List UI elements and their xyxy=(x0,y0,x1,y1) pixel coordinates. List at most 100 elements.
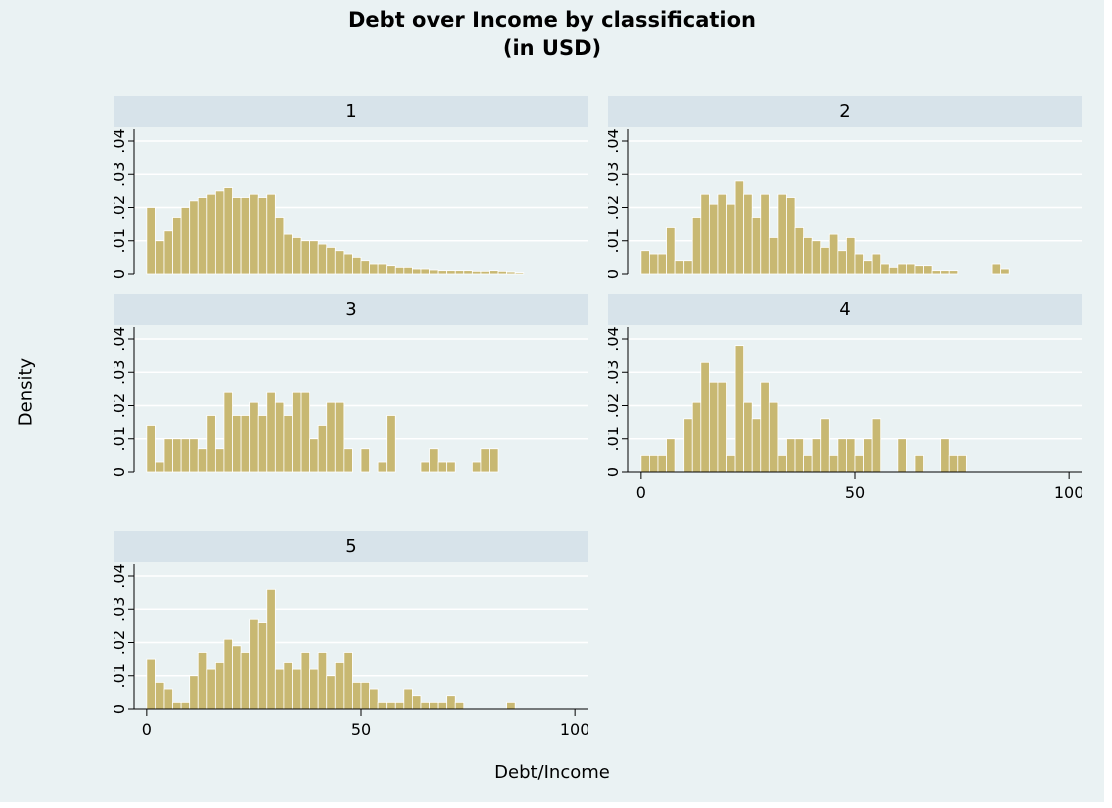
panel-5-bar-42 xyxy=(506,701,516,710)
panel-4-bar-17 xyxy=(786,438,796,473)
panel-5-bar-6 xyxy=(197,652,208,710)
panel-1-bar-9 xyxy=(223,187,233,275)
panel-3-bar-10 xyxy=(232,415,242,473)
panel-2-bar-21 xyxy=(820,247,830,275)
panel-2-bar-12 xyxy=(743,193,753,275)
panel-2-bar-23 xyxy=(837,250,847,275)
panel-4-layer: 0 .01 .02 .03 .04 0 50 100 xyxy=(608,326,1082,502)
panel-3-bar-5 xyxy=(189,438,199,473)
panel-3-bar-8 xyxy=(214,448,225,473)
panel-5-bar-25 xyxy=(360,682,370,710)
panel-1-layer: 0 .01 .02 .03 .04 xyxy=(114,128,588,279)
panel-4-bar-23 xyxy=(837,438,847,473)
panel-5-bar-34 xyxy=(437,701,448,710)
panel-1-bar-17 xyxy=(292,237,302,275)
panel-4-bar-18 xyxy=(794,438,805,473)
panel-3-y-tick-label-2: .02 xyxy=(114,393,128,418)
panel-5-bar-15 xyxy=(274,668,285,710)
panel-5-bar-14 xyxy=(266,588,276,710)
panel-4-bar-16 xyxy=(777,454,787,473)
panel-2-bar-14 xyxy=(760,193,770,275)
panel-4-strip: 4 xyxy=(608,294,1082,325)
panel-3-bar-1 xyxy=(155,461,165,473)
panel-1-plot: 0 .01 .02 .03 .04 xyxy=(114,128,588,279)
panel-1-bar-2 xyxy=(163,230,173,275)
panel-4-x-tick-label-0: 0 xyxy=(636,483,646,502)
panel-2-y-tick-label-1: .01 xyxy=(608,228,622,253)
panel-1-bar-26 xyxy=(369,263,379,275)
panel-2-strip: 2 xyxy=(608,96,1082,127)
panel-1-bar-33 xyxy=(429,269,439,275)
panel-4-bar-21 xyxy=(820,418,830,473)
panel-2-bar-36 xyxy=(948,270,959,275)
panel-5-bar-12 xyxy=(249,618,259,710)
panel-2-bar-30 xyxy=(897,263,907,275)
panel-3-bar-12 xyxy=(249,401,259,473)
panel-2-bar-13 xyxy=(751,217,762,275)
panel-1-y-tick-label-4: .04 xyxy=(114,128,128,153)
panel-4-bar-5 xyxy=(683,418,693,473)
panel-5-strip: 5 xyxy=(114,531,588,562)
panel-5-bar-19 xyxy=(309,668,319,710)
panel-4-bar-19 xyxy=(803,454,813,473)
panel-4: 4 0 .01 .02 .03 .04 0 50 100 xyxy=(608,294,1082,517)
panel-2-bar-25 xyxy=(854,253,864,275)
panel-1-bar-4 xyxy=(180,207,191,275)
panel-4-bar-13 xyxy=(751,418,762,473)
panel-4-plot: 0 .01 .02 .03 .04 0 50 100 xyxy=(608,326,1082,502)
panel-3-bar-9 xyxy=(223,391,233,473)
panel-4-bar-22 xyxy=(828,454,839,473)
panel-4-bar-8 xyxy=(708,381,719,473)
panel-3-bar-6 xyxy=(197,448,208,473)
panel-3-bar-7 xyxy=(206,415,216,473)
panel-1-bar-28 xyxy=(386,265,396,275)
panel-5-bar-33 xyxy=(429,701,439,710)
panel-4-bar-30 xyxy=(897,438,907,473)
panel-5-bar-2 xyxy=(163,688,173,710)
panel-3-bar-23 xyxy=(343,448,353,473)
panel-2-bar-19 xyxy=(803,237,813,275)
panel-2-plot: 0 .01 .02 .03 .04 xyxy=(608,128,1082,279)
panel-5-bar-32 xyxy=(420,701,430,710)
panel-3-bar-27 xyxy=(377,461,388,473)
panel-3-bar-25 xyxy=(360,448,370,473)
panel-1-bar-30 xyxy=(403,266,413,275)
panel-2-bar-7 xyxy=(700,193,710,275)
panel-3-bar-2 xyxy=(163,438,173,473)
panel-5-bar-13 xyxy=(257,622,268,710)
panel-2-bar-33 xyxy=(923,265,933,275)
panel-3-bar-34 xyxy=(437,461,448,473)
panel-5-bar-3 xyxy=(172,701,182,710)
panel-5-x-tick-label-2: 100 xyxy=(560,720,588,739)
panel-5-y-tick-label-3: .03 xyxy=(114,597,128,622)
panel-1-bar-36 xyxy=(454,270,465,275)
panel-3-y-tick-label-0: 0 xyxy=(114,467,128,477)
panel-3-y-tick-label-4: .04 xyxy=(114,326,128,351)
panel-4-bar-27 xyxy=(871,418,882,473)
panel-5-bar-23 xyxy=(343,652,353,710)
panel-1-bar-12 xyxy=(249,193,259,275)
panel-2-layer: 0 .01 .02 .03 .04 xyxy=(608,128,1082,279)
panel-1-bar-14 xyxy=(266,193,276,275)
panel-1-bar-31 xyxy=(411,268,422,275)
panel-1-bar-11 xyxy=(240,197,251,275)
panel-4-bar-24 xyxy=(846,438,856,473)
y-axis-label: Density xyxy=(15,357,37,427)
panel-4-bar-10 xyxy=(726,454,736,473)
panel-3-y-tick-label-1: .01 xyxy=(114,426,128,451)
panel-4-x-tick-label-1: 50 xyxy=(845,483,865,502)
panel-1-bar-37 xyxy=(463,270,473,275)
panel-2-bar-31 xyxy=(905,263,916,275)
panel-3-bar-38 xyxy=(471,461,482,473)
panel-3-bar-11 xyxy=(240,415,251,473)
panel-2-bar-34 xyxy=(931,270,942,275)
panel-3-bar-17 xyxy=(292,391,302,473)
panel-5-y-tick-label-1: .01 xyxy=(114,663,128,688)
panel-2-bar-42 xyxy=(1000,268,1010,275)
panel-2-bar-18 xyxy=(794,227,805,275)
panel-1-bar-32 xyxy=(420,268,430,275)
panel-5-bar-31 xyxy=(411,695,422,710)
panel-4-y-tick-label-0: 0 xyxy=(608,467,622,477)
panel-4-bar-36 xyxy=(948,454,959,473)
panel-1-strip: 1 xyxy=(114,96,588,127)
